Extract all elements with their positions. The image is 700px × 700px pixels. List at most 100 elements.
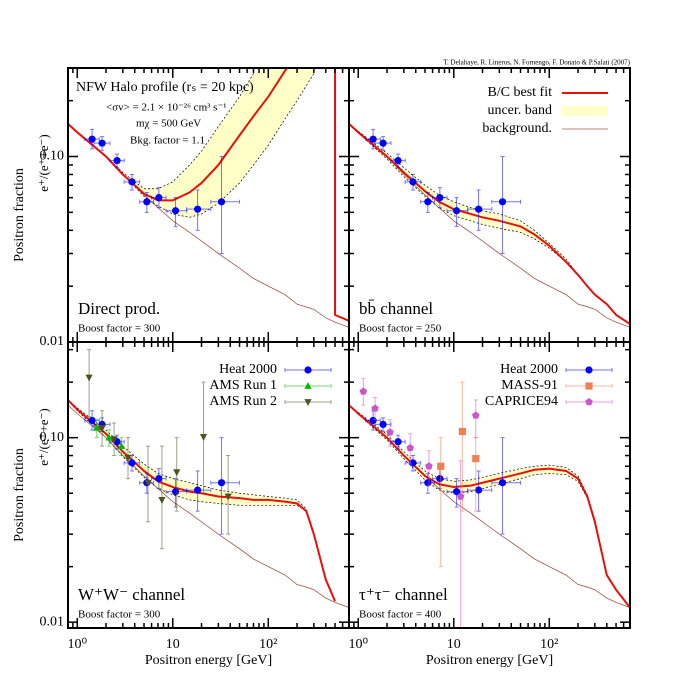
x-error-bar bbox=[210, 480, 241, 485]
marker bbox=[304, 366, 312, 374]
band-edge bbox=[68, 73, 254, 190]
boost-label: Boost factor = 300 bbox=[78, 323, 161, 335]
marker bbox=[171, 488, 180, 496]
marker bbox=[585, 366, 593, 374]
marker bbox=[128, 178, 136, 186]
marker bbox=[359, 387, 368, 395]
marker bbox=[155, 475, 163, 483]
boost-label: Boost factor = 300 bbox=[78, 609, 161, 621]
marker bbox=[437, 462, 445, 470]
legend-label: B/C best fit bbox=[487, 85, 552, 100]
panel bbox=[68, 349, 349, 608]
uncertainty-band bbox=[349, 123, 630, 325]
y-tick-label: 0.10 bbox=[40, 430, 65, 445]
x-tick-label: 10² bbox=[259, 637, 277, 652]
y-axis-label: e⁺/(e⁺+e⁻) bbox=[36, 134, 51, 192]
marker bbox=[394, 438, 402, 446]
marker bbox=[406, 443, 414, 452]
marker bbox=[456, 492, 465, 500]
boost-label: Boost factor = 250 bbox=[359, 323, 442, 335]
marker bbox=[144, 479, 152, 487]
model-curve bbox=[68, 404, 349, 608]
marker bbox=[105, 433, 113, 441]
channel-label: Direct prod. bbox=[78, 299, 160, 318]
marker bbox=[409, 459, 417, 467]
x-error-bar bbox=[210, 199, 241, 204]
legend-label: Heat 2000 bbox=[500, 362, 558, 377]
legend-label: CAPRICE94 bbox=[485, 394, 558, 409]
y-axis-label: Positron fraction bbox=[12, 448, 27, 542]
x-axis-label: Positron energy [GeV] bbox=[145, 653, 272, 668]
y-axis-label: e⁺/(e⁺+e⁻) bbox=[36, 408, 51, 466]
credit: T. Delahaye, R. Lineros, N. Fornengo, F.… bbox=[443, 59, 630, 67]
marker bbox=[194, 205, 202, 213]
panel bbox=[349, 123, 630, 328]
ticks bbox=[68, 342, 349, 628]
marker bbox=[88, 135, 96, 143]
legend-label: AMS Run 2 bbox=[209, 394, 277, 409]
marker bbox=[173, 469, 181, 477]
model-curve bbox=[68, 68, 349, 322]
panel bbox=[68, 68, 349, 328]
marker bbox=[379, 139, 387, 147]
channel-label: τ⁺τ⁻ channel bbox=[359, 585, 448, 604]
marker bbox=[371, 404, 379, 412]
marker bbox=[155, 194, 163, 202]
marker bbox=[98, 139, 106, 147]
marker bbox=[88, 416, 96, 425]
band-edge bbox=[68, 399, 336, 602]
marker bbox=[409, 178, 417, 186]
model-curve bbox=[349, 123, 630, 325]
error-bar bbox=[438, 437, 443, 568]
legend-label: background. bbox=[482, 121, 552, 136]
x-tick-label: 10 bbox=[447, 637, 461, 652]
marker bbox=[194, 486, 202, 494]
marker bbox=[436, 194, 444, 202]
marker bbox=[436, 475, 444, 483]
marker bbox=[379, 420, 387, 429]
marker bbox=[498, 479, 507, 487]
marker bbox=[475, 205, 483, 213]
channel-label: W⁺W⁻ channel bbox=[78, 585, 185, 604]
model-curve bbox=[349, 123, 630, 328]
marker bbox=[394, 157, 402, 165]
marker bbox=[224, 493, 232, 501]
legend-label: AMS Run 1 bbox=[209, 378, 277, 393]
marker bbox=[199, 433, 208, 441]
channel-label: bb̄ channel bbox=[359, 299, 433, 318]
boost-label: Boost factor = 400 bbox=[359, 609, 442, 621]
marker bbox=[498, 198, 507, 206]
error-bar bbox=[458, 460, 463, 628]
marker bbox=[386, 428, 394, 436]
marker bbox=[85, 374, 93, 382]
legend-label: uncer. band bbox=[487, 103, 552, 118]
panel-frame bbox=[348, 341, 631, 629]
marker bbox=[452, 207, 461, 215]
x-error-bar bbox=[491, 480, 522, 485]
error-bar bbox=[87, 349, 92, 418]
marker bbox=[143, 198, 151, 206]
model-curve bbox=[349, 404, 630, 609]
y-tick-label: 0.01 bbox=[40, 334, 65, 349]
marker bbox=[369, 416, 377, 425]
marker bbox=[113, 157, 121, 165]
marker bbox=[475, 486, 483, 494]
legend-swatch bbox=[562, 106, 608, 116]
model-curve bbox=[349, 404, 630, 608]
marker bbox=[171, 207, 180, 215]
legend-label: MASS-91 bbox=[501, 378, 558, 393]
marker bbox=[128, 459, 136, 467]
marker bbox=[458, 427, 466, 436]
x-tick-label: 10⁰ bbox=[67, 637, 87, 652]
marker bbox=[424, 479, 432, 487]
x-tick-label: 10² bbox=[540, 637, 558, 652]
y-tick-label: 0.01 bbox=[40, 614, 65, 629]
marker bbox=[217, 198, 226, 206]
x-error-bar bbox=[491, 199, 522, 204]
marker bbox=[304, 382, 312, 389]
annotation: <σv> = 2.1 × 10⁻²⁶ cm³ s⁻¹ bbox=[106, 102, 227, 114]
annotation: NFW Halo profile (rₛ = 20 kpc) bbox=[76, 80, 254, 95]
uncertainty-band bbox=[68, 400, 336, 602]
marker bbox=[124, 454, 132, 462]
